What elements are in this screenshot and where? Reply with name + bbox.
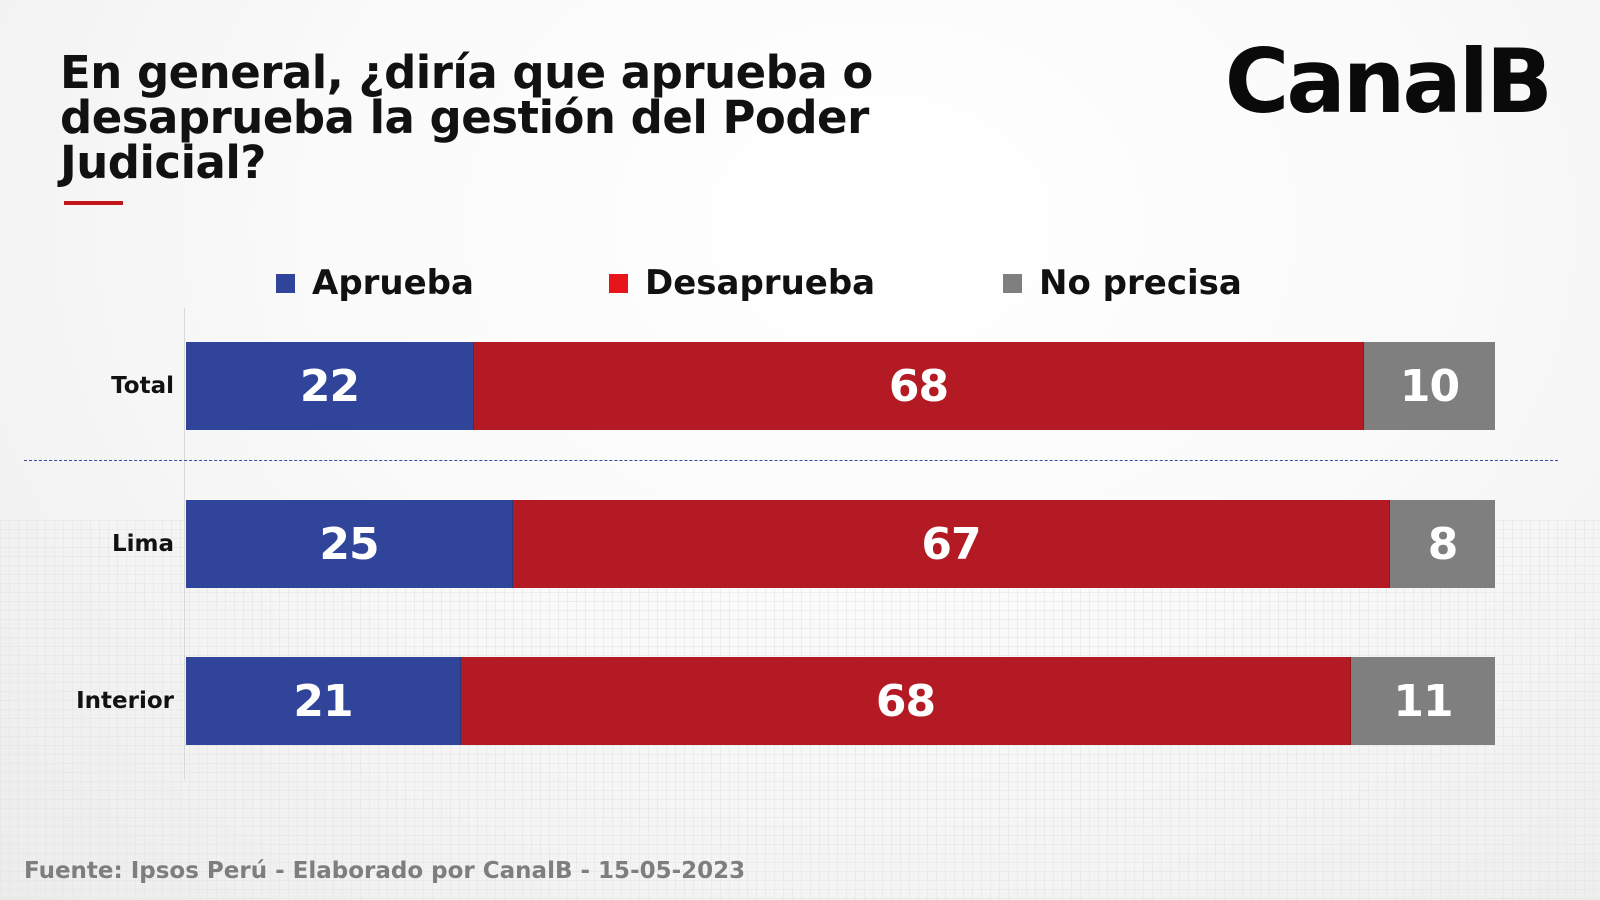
legend-item-desaprueba: Desaprueba bbox=[609, 258, 875, 308]
total-divider bbox=[24, 460, 1558, 461]
bar-segment-desaprueba-interior: 68 bbox=[461, 657, 1351, 745]
legend-item-no-precisa: No precisa bbox=[1003, 258, 1242, 308]
bar-row-lima: 25 67 8 bbox=[186, 500, 1495, 588]
brand-logo: CanalB bbox=[1224, 30, 1553, 133]
bar-segment-no-precisa-total: 10 bbox=[1364, 342, 1495, 430]
category-label-total: Total bbox=[111, 373, 174, 399]
bar-row-total: 22 68 10 bbox=[186, 342, 1495, 430]
bar-segment-desaprueba-lima: 67 bbox=[513, 500, 1390, 588]
bar-segment-aprueba-lima: 25 bbox=[186, 500, 513, 588]
chart-title: En general, ¿diría que aprueba o desapru… bbox=[60, 46, 873, 189]
bar-row-interior: 21 68 11 bbox=[186, 657, 1495, 745]
title-accent-rule bbox=[64, 201, 123, 205]
legend-label-no-precisa: No precisa bbox=[1039, 263, 1242, 303]
chart-legend: Aprueba Desaprueba No precisa bbox=[0, 258, 1600, 308]
legend-item-aprueba: Aprueba bbox=[276, 258, 474, 308]
legend-swatch-no-precisa bbox=[1003, 273, 1022, 293]
category-label-interior: Interior bbox=[76, 688, 174, 714]
bar-segment-no-precisa-interior: 11 bbox=[1351, 657, 1495, 745]
legend-label-desaprueba: Desaprueba bbox=[645, 263, 876, 303]
legend-swatch-aprueba bbox=[276, 273, 295, 293]
source-note: Fuente: Ipsos Perú - Elaborado por Canal… bbox=[24, 858, 746, 884]
bar-segment-aprueba-total: 22 bbox=[186, 342, 474, 430]
bar-segment-aprueba-interior: 21 bbox=[186, 657, 461, 745]
category-axis-line bbox=[184, 308, 185, 780]
bar-segment-no-precisa-lima: 8 bbox=[1390, 500, 1495, 588]
legend-label-aprueba: Aprueba bbox=[312, 263, 474, 303]
legend-swatch-desaprueba bbox=[609, 273, 628, 293]
category-label-lima: Lima bbox=[111, 531, 174, 557]
bar-segment-desaprueba-total: 68 bbox=[474, 342, 1364, 430]
